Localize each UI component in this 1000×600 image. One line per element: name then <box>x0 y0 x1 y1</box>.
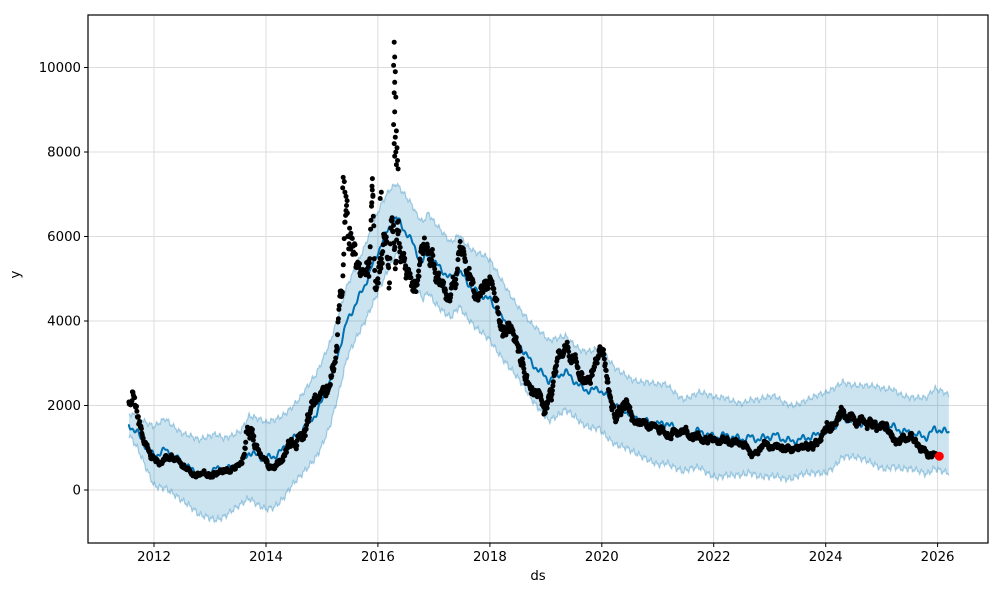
uncertainty-band-upper-edge <box>128 182 950 444</box>
y-tick-label: 2000 <box>47 399 81 414</box>
y-axis: 0 2000 4000 6000 8000 10000 <box>39 61 88 499</box>
x-tick-label: 2016 <box>361 550 395 565</box>
x-tick-label: 2022 <box>697 550 731 565</box>
y-tick-label: 0 <box>73 484 81 499</box>
y-tick-label: 8000 <box>47 146 81 161</box>
y-axis-label: y <box>8 270 24 279</box>
uncertainty-band <box>128 183 949 523</box>
y-tick-label: 4000 <box>47 315 81 330</box>
x-tick-label: 2026 <box>921 550 955 565</box>
x-tick-label: 2020 <box>585 550 619 565</box>
x-axis-label: ds <box>530 569 546 584</box>
gridlines <box>88 15 988 543</box>
x-tick-label: 2014 <box>249 550 283 565</box>
y-tick-label: 10000 <box>39 61 81 76</box>
x-tick-label: 2024 <box>809 550 843 565</box>
observation-points <box>126 39 940 480</box>
highlight-point <box>934 451 944 461</box>
y-tick-label: 6000 <box>47 230 81 245</box>
uncertainty-band-lower-edge <box>128 251 950 524</box>
plot-border <box>87 14 989 544</box>
x-axis: 2012 2014 2016 2018 2020 2022 2024 2026 <box>137 543 955 565</box>
x-tick-label: 2018 <box>473 550 507 565</box>
x-tick-label: 2012 <box>137 550 171 565</box>
